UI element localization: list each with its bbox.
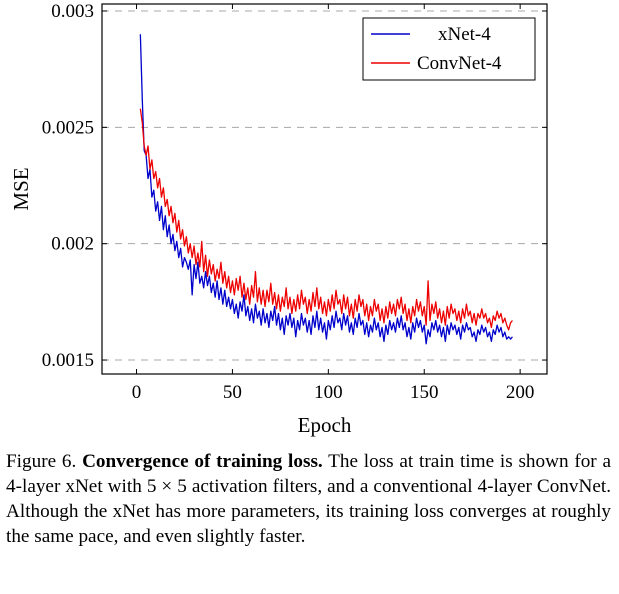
caption-label: Figure 6. bbox=[6, 451, 77, 472]
y-tick-label: 0.003 bbox=[51, 1, 94, 22]
figure-caption: Figure 6. Convergence of training loss. … bbox=[6, 449, 611, 549]
y-axis-label: MSE bbox=[9, 167, 33, 210]
ticks-layer: 0.0015 0.002 0.0025 0.003 0 50 100 150 200 bbox=[42, 1, 547, 403]
y-tick-label: 0.0025 bbox=[42, 117, 94, 138]
legend-label-xnet-4: xNet-4 bbox=[438, 24, 491, 45]
x-tick-label: 0 bbox=[132, 382, 142, 403]
legend-label-convnet-4: ConvNet-4 bbox=[417, 53, 502, 74]
y-tick-label: 0.002 bbox=[51, 234, 94, 255]
series-line-xnet-4 bbox=[139, 34, 513, 345]
x-tick-label: 150 bbox=[410, 382, 439, 403]
caption-text: The loss at train time is shown for a 4-… bbox=[6, 451, 611, 547]
legend: xNet-4 ConvNet-4 bbox=[362, 17, 536, 81]
loss-chart: 0.0015 0.002 0.0025 0.003 0 50 100 150 200 Epoch… bbox=[9, 1, 548, 437]
y-tick-label: 0.0015 bbox=[42, 350, 94, 371]
x-axis-label: Epoch bbox=[298, 413, 352, 437]
series-line-convnet-4 bbox=[139, 108, 513, 331]
x-tick-label: 50 bbox=[223, 382, 242, 403]
x-tick-label: 200 bbox=[506, 382, 535, 403]
x-tick-label: 100 bbox=[314, 382, 343, 403]
caption-title: Convergence of training loss. bbox=[82, 451, 323, 472]
series-layer bbox=[139, 34, 513, 345]
plot-area-frame bbox=[101, 3, 548, 375]
grid-layer bbox=[102, 10, 547, 361]
legend-box bbox=[362, 17, 536, 81]
